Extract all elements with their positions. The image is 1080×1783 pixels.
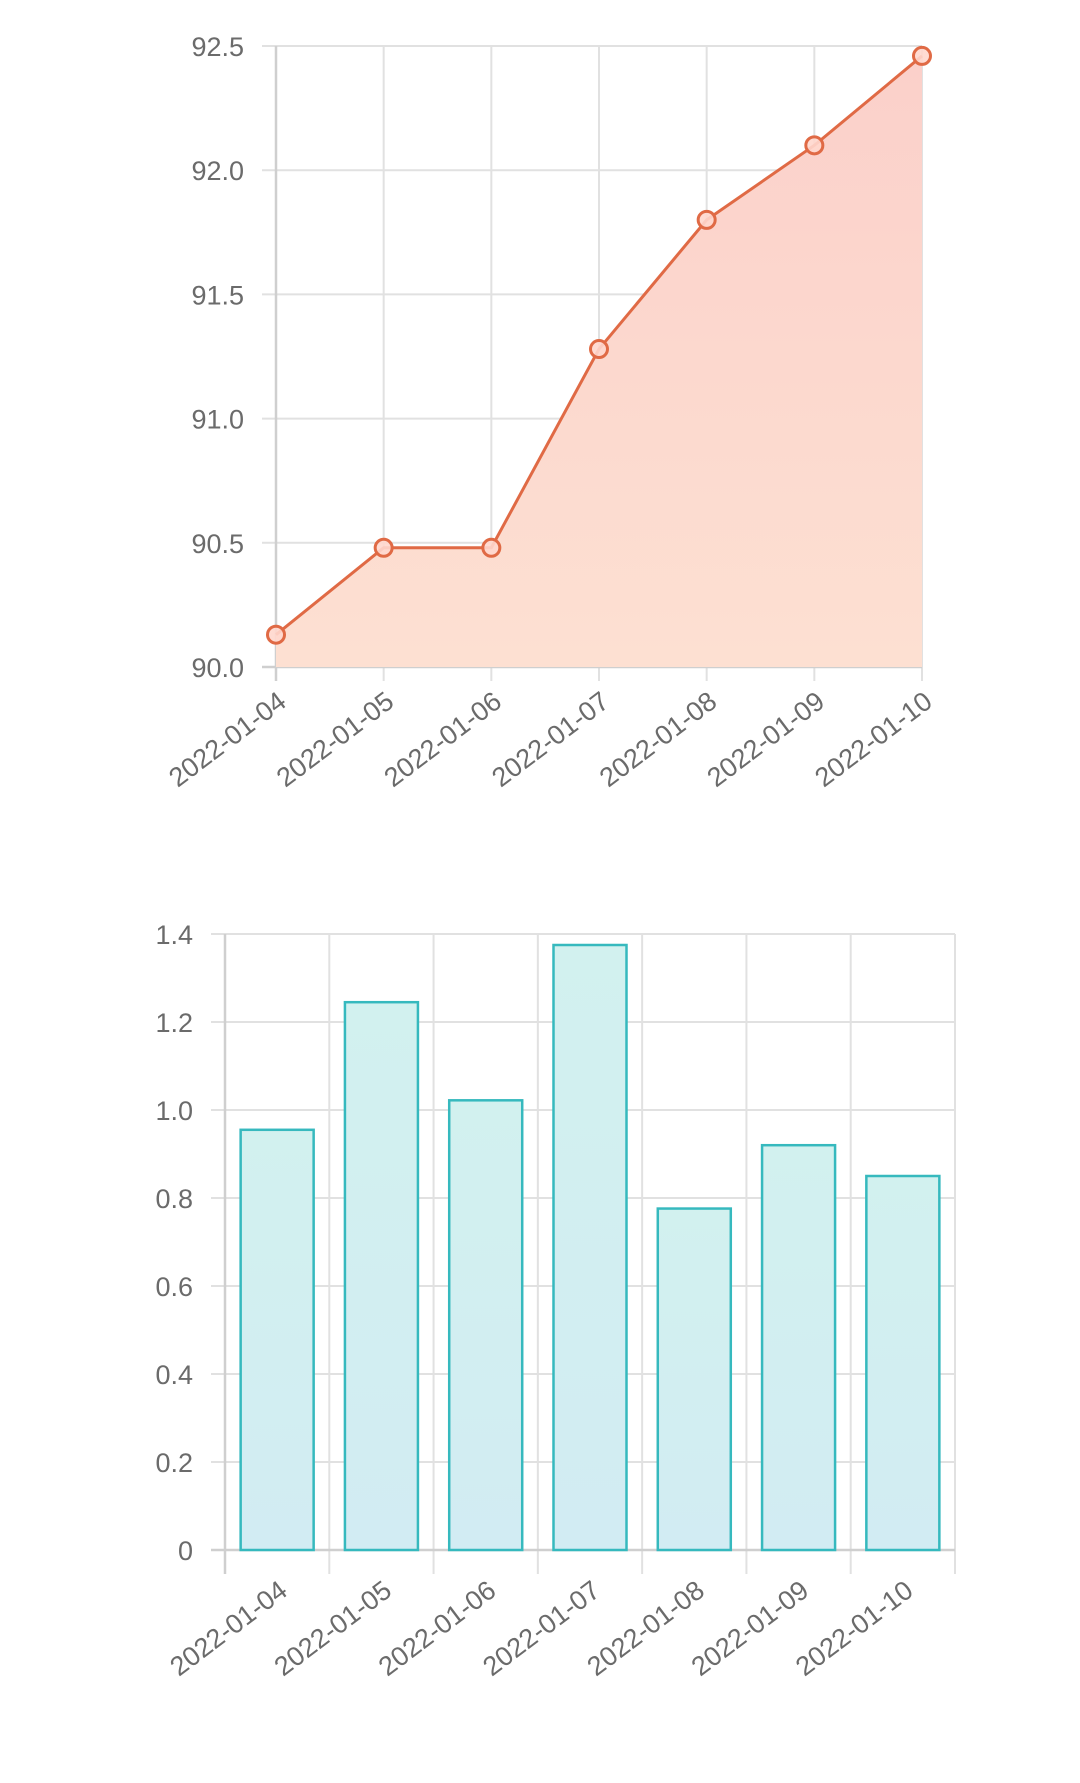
line-chart-x-tick-label: 2022-01-05	[271, 686, 399, 793]
line-chart-y-tick-label: 92.0	[191, 156, 244, 186]
bar-chart: 00.20.40.60.81.01.21.42022-01-042022-01-…	[155, 920, 956, 1682]
line-chart-x-tick-label: 2022-01-08	[594, 686, 722, 793]
bar-chart-y-tick-label: 0.6	[155, 1272, 193, 1302]
line-chart-x-tick-label: 2022-01-06	[379, 686, 507, 793]
bar-chart-y-tick-label: 1.0	[155, 1096, 193, 1126]
line-chart-point	[589, 339, 609, 360]
bar-chart-bar	[552, 943, 628, 1552]
line-chart-point	[481, 537, 502, 558]
line-chart-x-tick-label: 2022-01-09	[702, 686, 830, 793]
line-chart-point	[696, 209, 717, 230]
bar-chart-y-tick-label: 0.4	[155, 1360, 193, 1390]
line-chart-x-tick-label: 2022-01-10	[809, 686, 937, 793]
bar-chart-y-tick-label: 1.4	[155, 920, 193, 950]
bar-chart-y-tick-label: 0.8	[155, 1184, 193, 1214]
bar-chart-y-tick-label: 0	[178, 1536, 193, 1566]
bar-chart-y-tick-label: 1.2	[155, 1008, 193, 1038]
line-chart-point	[373, 537, 394, 558]
line-chart-y-tick-label: 90.5	[191, 529, 244, 559]
bar-chart-bar	[865, 1174, 941, 1552]
line-chart-x-tick-label: 2022-01-07	[486, 686, 614, 793]
line-chart-y-tick-label: 92.5	[191, 32, 244, 62]
line-chart-point	[804, 135, 825, 156]
line-chart: 90.090.591.091.592.092.52022-01-042022-0…	[163, 32, 937, 793]
bar-chart-x-tick-label: 2022-01-10	[790, 1575, 918, 1682]
bar-chart-bar	[239, 1128, 315, 1552]
line-chart-y-tick-label: 91.5	[191, 280, 244, 310]
bar-chart-bar	[656, 1207, 733, 1552]
bar-chart-bar	[760, 1143, 837, 1552]
bar-chart-bar	[447, 1099, 524, 1552]
line-chart-y-tick-label: 91.0	[191, 405, 244, 435]
line-chart-x-tick-label: 2022-01-04	[163, 686, 291, 793]
bar-chart-y-tick-label: 0.2	[155, 1448, 193, 1478]
line-chart-point	[266, 624, 286, 645]
line-chart-area-fill	[276, 55, 922, 668]
line-chart-y-tick-label: 90.0	[191, 653, 244, 683]
line-chart-point	[912, 45, 932, 66]
bar-chart-bar	[343, 1000, 420, 1552]
